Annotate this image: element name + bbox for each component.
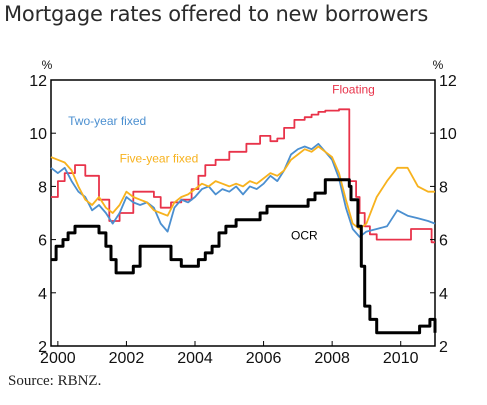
y-tick-label-left: 8 — [38, 179, 47, 196]
x-tick-label: 2000 — [40, 350, 76, 367]
page-title: Mortgage rates offered to new borrowers — [4, 2, 429, 26]
series-line-ocr — [51, 178, 437, 335]
y-tick-label-left: 6 — [38, 233, 47, 250]
y-unit-left: % — [42, 58, 53, 72]
y-tick-label-left: 4 — [38, 286, 47, 303]
x-tick-label: 2004 — [177, 350, 213, 367]
series-line-floating — [51, 108, 435, 244]
series-labels: Floating Two-year fixed Five-year fixed OCR — [68, 82, 375, 242]
x-tick-label: 2006 — [246, 350, 282, 367]
y-tick-label-right: 2 — [439, 339, 448, 356]
y-tick-label-right: 10 — [439, 126, 457, 143]
series-label-five-year-fixed: Five-year fixed — [120, 151, 199, 165]
y-unit-right: % — [433, 58, 444, 72]
x-tick-label: 2010 — [383, 350, 419, 367]
series-line-five-year-fixed — [50, 145, 435, 230]
series-label-two-year-fixed: Two-year fixed — [68, 114, 146, 128]
series-layer — [50, 108, 437, 335]
series-label-floating: Floating — [332, 82, 375, 96]
x-tick-label: 2002 — [109, 350, 145, 367]
y-tick-label-right: 8 — [439, 179, 448, 196]
series-label-ocr: OCR — [291, 229, 318, 243]
y-tick-label-left: 10 — [29, 126, 47, 143]
series-line-two-year-fixed — [50, 142, 436, 238]
source-note: Source: RBNZ. — [8, 373, 102, 389]
y-tick-label-right: 4 — [439, 286, 448, 303]
x-tick-label: 2008 — [314, 350, 350, 367]
y-tick-label-left: 2 — [38, 339, 47, 356]
ticks-layer: 2000 2002 2004 2006 2008 2010 2 2 4 4 6 6 8 8 10 10 12 12 — [29, 73, 457, 367]
y-tick-label-right: 6 — [439, 233, 448, 250]
y-tick-label-right: 12 — [439, 73, 457, 90]
y-tick-label-left: 12 — [29, 73, 47, 90]
plot-area-frame — [50, 79, 436, 347]
